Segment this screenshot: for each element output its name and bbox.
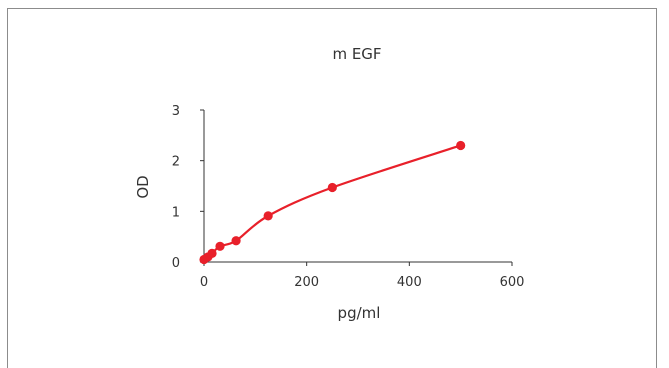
y-tick-label: 0 [172,256,180,271]
y-tick-label: 1 [172,205,180,220]
x-tick-label: 0 [200,275,208,290]
x-tick-label: 200 [294,275,319,290]
od-standard-curve-chart: m EGF OD pg/ml 0 1 2 3 0 200 400 600 [134,45,525,322]
x-tick-label: 600 [500,275,525,290]
data-point [263,211,273,221]
data-point [456,140,466,151]
x-axis-label: pg/ml [338,304,381,322]
data-point [327,182,337,193]
data-point [207,248,217,258]
y-axis-label: OD [134,175,152,198]
chart-title: m EGF [332,45,381,63]
y-tick-label: 2 [172,155,180,170]
tick-labels: 0 1 2 3 0 200 400 600 [172,104,525,290]
y-tick-label: 3 [172,104,180,119]
data-point [231,236,241,246]
axes [200,109,513,266]
series-group [199,140,466,265]
data-point [215,241,225,251]
series-line [203,144,462,261]
x-tick-label: 400 [397,275,422,290]
